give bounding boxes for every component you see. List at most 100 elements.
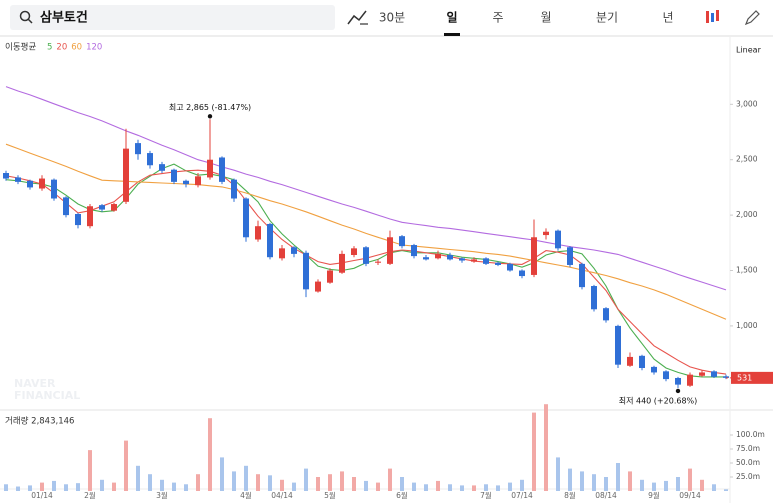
- volume-bar: [196, 474, 200, 491]
- x-tick-label: 4월: [240, 490, 252, 500]
- volume-bar: [556, 457, 560, 491]
- period-tab[interactable]: 월: [540, 11, 551, 25]
- legend-entry[interactable]: 5: [47, 43, 52, 53]
- period-tab[interactable]: 년: [662, 11, 673, 25]
- volume-bar: [484, 484, 488, 491]
- volume-bar: [208, 418, 212, 491]
- candle-body: [579, 263, 585, 288]
- candle-body: [3, 173, 9, 179]
- period-tab[interactable]: 주: [492, 11, 503, 25]
- draw-icon[interactable]: [744, 10, 760, 26]
- volume-bar: [304, 468, 308, 491]
- search-icon: [19, 10, 31, 22]
- candle-body: [363, 247, 369, 264]
- volume-bar: [616, 463, 620, 491]
- y-tick-label: 3,000: [736, 99, 758, 108]
- candle-body: [99, 205, 105, 210]
- x-tick-label: 7월: [480, 490, 492, 500]
- volume-bar: [544, 404, 548, 491]
- volume-bar: [160, 479, 164, 491]
- candle-body: [675, 377, 681, 385]
- candle-body: [519, 270, 525, 277]
- x-tick-label: 09/14: [679, 491, 701, 500]
- candle-body: [435, 253, 441, 259]
- x-tick-label: 5월: [324, 490, 336, 500]
- volume-bar: [460, 485, 464, 491]
- volume-bar: [568, 468, 572, 491]
- chart-type-icon[interactable]: [347, 10, 367, 25]
- candle-body: [171, 169, 177, 182]
- candle-body: [507, 263, 513, 271]
- volume-bar: [580, 471, 584, 491]
- candle-body: [639, 355, 645, 369]
- volume-bar: [700, 479, 704, 491]
- legend-entry[interactable]: 20: [56, 43, 67, 53]
- candle-body: [243, 198, 249, 238]
- volume-bar: [52, 480, 56, 491]
- scale-label[interactable]: Linear: [736, 46, 762, 55]
- x-tick-label: 6월: [396, 490, 408, 500]
- candle-body: [231, 179, 237, 199]
- candle-body: [63, 197, 69, 216]
- candle-body: [39, 178, 45, 189]
- search-box[interactable]: [10, 5, 335, 30]
- volume-bar: [424, 484, 428, 491]
- volume-bar: [412, 482, 416, 491]
- period-tab[interactable]: 분기: [596, 11, 618, 25]
- legend-entry[interactable]: 120: [86, 43, 102, 53]
- candle-body: [219, 157, 225, 182]
- current-price: 531: [737, 373, 752, 382]
- volume-bar: [328, 474, 332, 491]
- candle-icon[interactable]: [706, 11, 709, 23]
- candle-body: [183, 180, 189, 185]
- period-tab[interactable]: 일: [446, 11, 457, 25]
- candle-body: [651, 366, 657, 373]
- candle-body: [399, 236, 405, 247]
- candle-body: [51, 179, 57, 199]
- legend-entry[interactable]: 60: [71, 43, 82, 53]
- volume-bar: [496, 485, 500, 491]
- volume-bar: [664, 480, 668, 491]
- volume-bar: [4, 484, 8, 491]
- volume-bar: [76, 483, 80, 491]
- volume-bar: [628, 471, 632, 491]
- high-marker: [207, 114, 213, 119]
- legend-title: 이동평균: [5, 42, 36, 53]
- y-tick-label: 2,500: [736, 155, 758, 164]
- y-tick-label: 1,500: [736, 266, 758, 275]
- candle-body: [291, 247, 297, 254]
- volume-bar: [448, 484, 452, 491]
- candle-body: [591, 286, 597, 310]
- volume-bar: [28, 485, 32, 491]
- volume-bar: [712, 484, 716, 491]
- candle-body: [471, 259, 477, 262]
- candle-body: [531, 237, 537, 275]
- low-marker: [675, 388, 681, 394]
- volume-bar: [268, 475, 272, 491]
- tab-underline: [444, 33, 460, 36]
- candle-icon: [716, 10, 719, 21]
- candle-body: [687, 374, 693, 386]
- x-tick-label: 04/14: [271, 491, 293, 500]
- moving-average-line: [5, 143, 727, 320]
- search-text[interactable]: 삼부토건: [40, 10, 88, 26]
- candle-body: [135, 143, 141, 155]
- x-tick-label: 9월: [648, 490, 660, 500]
- volume-bar: [172, 482, 176, 491]
- volume-bar: [88, 450, 92, 491]
- x-tick-label: 07/14: [511, 491, 533, 500]
- candle-body: [279, 248, 285, 259]
- candle-body: [555, 230, 561, 249]
- volume-bar: [136, 465, 140, 491]
- candle-body: [711, 371, 717, 377]
- volume-bar: [676, 477, 680, 491]
- volume-bar: [652, 482, 656, 491]
- volume-bar: [436, 480, 440, 491]
- volume-bar: [220, 457, 224, 491]
- period-tab[interactable]: 30분: [379, 11, 405, 25]
- volume-bar: [724, 489, 728, 491]
- candle-body: [195, 176, 201, 186]
- volume-bar: [124, 440, 128, 491]
- candle-body: [315, 281, 321, 292]
- candle-body: [615, 325, 621, 365]
